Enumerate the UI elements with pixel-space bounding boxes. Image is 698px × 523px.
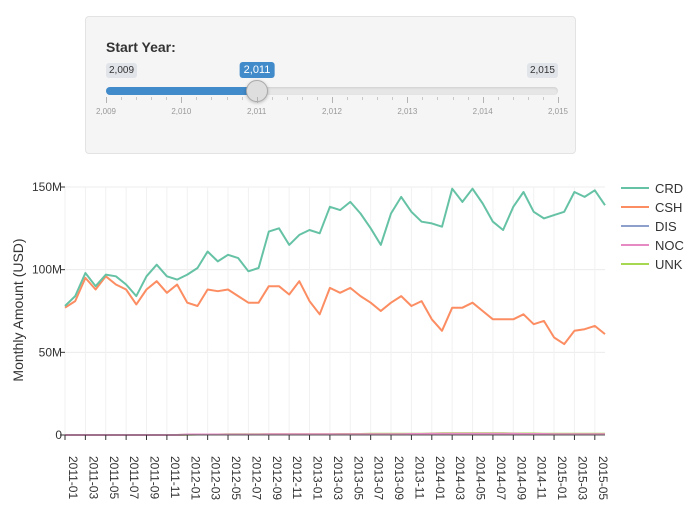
slider-minor-tick xyxy=(528,97,529,100)
slider-major-tick xyxy=(257,97,258,103)
slider-minor-tick xyxy=(362,97,363,100)
slider-minor-tick xyxy=(287,97,288,100)
slider-major-tick xyxy=(181,97,182,103)
slider-minor-tick xyxy=(196,97,197,100)
x-tick-label: 2012-03 xyxy=(209,456,223,500)
x-tick-label: 2013-11 xyxy=(412,456,426,499)
x-tick-label: 2013-09 xyxy=(392,456,406,500)
slider-minor-tick xyxy=(121,97,122,100)
slider-minor-tick xyxy=(151,97,152,100)
slider-minor-tick xyxy=(166,97,167,100)
slider-minor-tick xyxy=(468,97,469,100)
slider-minor-tick xyxy=(453,97,454,100)
x-tick-label: 2011-05 xyxy=(107,456,121,499)
series-line-csh xyxy=(65,276,605,344)
slider-major-tick xyxy=(106,97,107,103)
series-line-crd xyxy=(65,189,605,306)
slider-ticks: 2,009 2,010 2,011 2,012 2,013 2,014 2,015 xyxy=(106,97,558,127)
slider-tick-label: 2,010 xyxy=(171,107,191,116)
x-tick-label: 2012-11 xyxy=(290,456,304,499)
slider-minor-tick xyxy=(498,97,499,100)
slider-current-value-tag: 2,011 xyxy=(240,62,275,78)
slider-major-tick xyxy=(407,97,408,103)
x-tick-label: 2012-09 xyxy=(270,456,284,500)
start-year-label: Start Year: xyxy=(106,39,176,55)
slider-minor-tick xyxy=(317,97,318,100)
slider-tick-label: 2,013 xyxy=(397,107,417,116)
slider-minor-tick xyxy=(211,97,212,100)
x-tick-label: 2014-09 xyxy=(514,456,528,500)
x-tick-label: 2012-07 xyxy=(249,456,263,500)
legend-label-csh: CSH xyxy=(655,200,682,215)
start-year-slider-panel: Start Year: 2,009 2,015 2,011 2,009 2,010… xyxy=(85,16,576,154)
slider-minor-tick xyxy=(136,97,137,100)
slider-max-tag: 2,015 xyxy=(527,63,558,78)
legend-label-dis: DIS xyxy=(655,219,677,234)
slider-major-tick xyxy=(483,97,484,103)
slider-minor-tick xyxy=(377,97,378,100)
x-tick-label: 2012-05 xyxy=(229,456,243,500)
y-tick-label: 50M xyxy=(39,345,62,359)
slider-minor-tick xyxy=(513,97,514,100)
slider-minor-tick xyxy=(227,97,228,100)
legend-label-noc: NOC xyxy=(655,238,684,253)
x-tick-label: 2014-05 xyxy=(474,456,488,500)
legend-label-crd: CRD xyxy=(655,181,683,196)
slider-tick-label: 2,011 xyxy=(247,107,266,116)
x-tick-label: 2011-01 xyxy=(66,456,80,499)
series-line-unk xyxy=(65,433,605,435)
slider-major-tick xyxy=(332,97,333,103)
x-tick-label: 2013-03 xyxy=(331,456,345,500)
x-tick-label: 2013-05 xyxy=(351,456,365,500)
slider-minor-tick xyxy=(422,97,423,100)
legend-label-unk: UNK xyxy=(655,257,683,272)
chart-grid xyxy=(65,187,605,435)
x-axis: 2011-01 2011-03 2011-05 2011-07 2011-09 2011-… xyxy=(65,435,610,500)
y-axis: 0 50M 100M 150M xyxy=(32,180,65,442)
y-axis-label: Monthly Amount (USD) xyxy=(10,238,26,381)
chart-legend: CRD CSH DIS NOC UNK xyxy=(621,181,684,272)
series-line-noc xyxy=(65,434,605,435)
slider-tick-label: 2,015 xyxy=(548,107,568,116)
x-tick-label: 2011-07 xyxy=(127,456,141,499)
x-tick-label: 2011-03 xyxy=(86,456,100,499)
y-tick-label: 100M xyxy=(32,263,62,277)
slider-tick-label: 2,012 xyxy=(322,107,342,116)
slider-minor-tick xyxy=(242,97,243,100)
x-tick-label: 2015-01 xyxy=(555,456,569,500)
slider-tick-label: 2,009 xyxy=(96,107,116,116)
y-tick-label: 150M xyxy=(32,180,62,194)
x-tick-label: 2014-11 xyxy=(535,456,549,499)
y-tick-label: 0 xyxy=(55,428,62,442)
x-tick-label: 2014-03 xyxy=(453,456,467,500)
slider-tick-label: 2,014 xyxy=(473,107,493,116)
x-tick-label: 2014-01 xyxy=(433,456,447,500)
x-tick-label: 2013-01 xyxy=(311,456,325,500)
slider-track-fill xyxy=(106,87,257,95)
x-tick-label: 2014-07 xyxy=(494,456,508,500)
slider-major-tick xyxy=(558,97,559,103)
x-tick-label: 2011-11 xyxy=(168,456,182,499)
slider-minor-tick xyxy=(272,97,273,100)
slider-minor-tick xyxy=(302,97,303,100)
x-tick-label: 2012-01 xyxy=(188,456,202,500)
x-tick-label: 2013-07 xyxy=(372,456,386,500)
slider-minor-tick xyxy=(392,97,393,100)
chart-series xyxy=(65,189,605,435)
x-tick-label: 2015-03 xyxy=(575,456,589,500)
x-tick-label: 2015-05 xyxy=(596,456,610,500)
x-tick-label: 2011-09 xyxy=(148,456,162,499)
slider-track[interactable] xyxy=(106,87,558,95)
slider-minor-tick xyxy=(437,97,438,100)
slider-minor-tick xyxy=(543,97,544,100)
slider-minor-tick xyxy=(347,97,348,100)
slider-min-tag: 2,009 xyxy=(106,63,137,78)
